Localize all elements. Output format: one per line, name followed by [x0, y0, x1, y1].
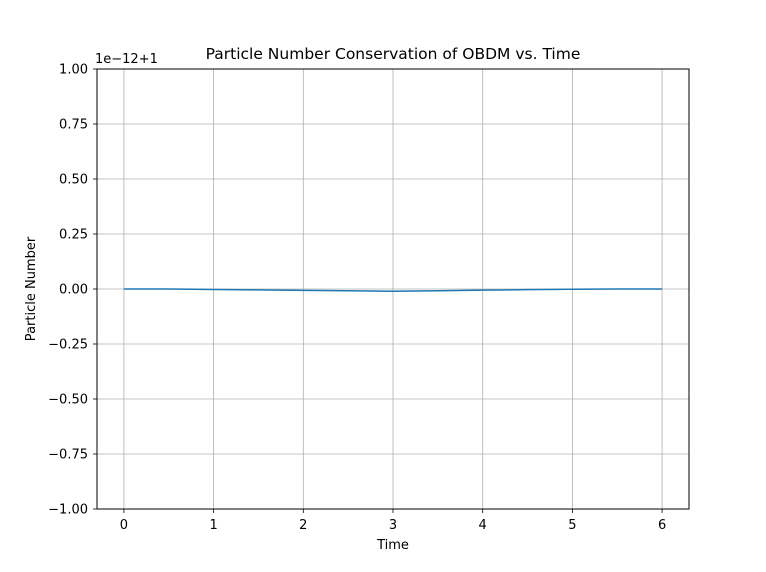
y-tick-label: −0.75	[48, 448, 88, 463]
x-tick-label: 0	[120, 518, 128, 533]
y-tick-label: −1.00	[48, 503, 88, 518]
x-axis-label: Time	[376, 538, 409, 553]
x-tick-label: 4	[479, 518, 487, 533]
x-tick-label: 3	[389, 518, 397, 533]
tick-layer: 0 1 2 3 4 5 6 −1.00 −0.75 −0.50 −0.25 0.00 0.25 0.50 0…	[48, 63, 666, 534]
y-tick-label: 0.25	[59, 228, 88, 243]
x-tick-label: 1	[209, 518, 217, 533]
series-line	[123, 288, 663, 292]
y-tick-label: 0.00	[59, 283, 88, 298]
y-tick-label: −0.25	[48, 338, 88, 353]
y-tick-label: 1.00	[59, 63, 88, 78]
y-tick-label: −0.50	[48, 393, 88, 408]
y-tick-label: 0.75	[59, 118, 88, 133]
chart-title: Particle Number Conservation of OBDM vs.…	[206, 45, 581, 63]
x-tick-label: 2	[299, 518, 307, 533]
x-tick-label: 5	[568, 518, 576, 533]
y-axis-label: Particle Number	[24, 236, 39, 341]
y-axis-offset-label: 1e−12+1	[95, 52, 158, 67]
y-tick-label: 0.50	[59, 173, 88, 188]
x-tick-label: 6	[658, 518, 666, 533]
series-layer	[123, 288, 663, 292]
